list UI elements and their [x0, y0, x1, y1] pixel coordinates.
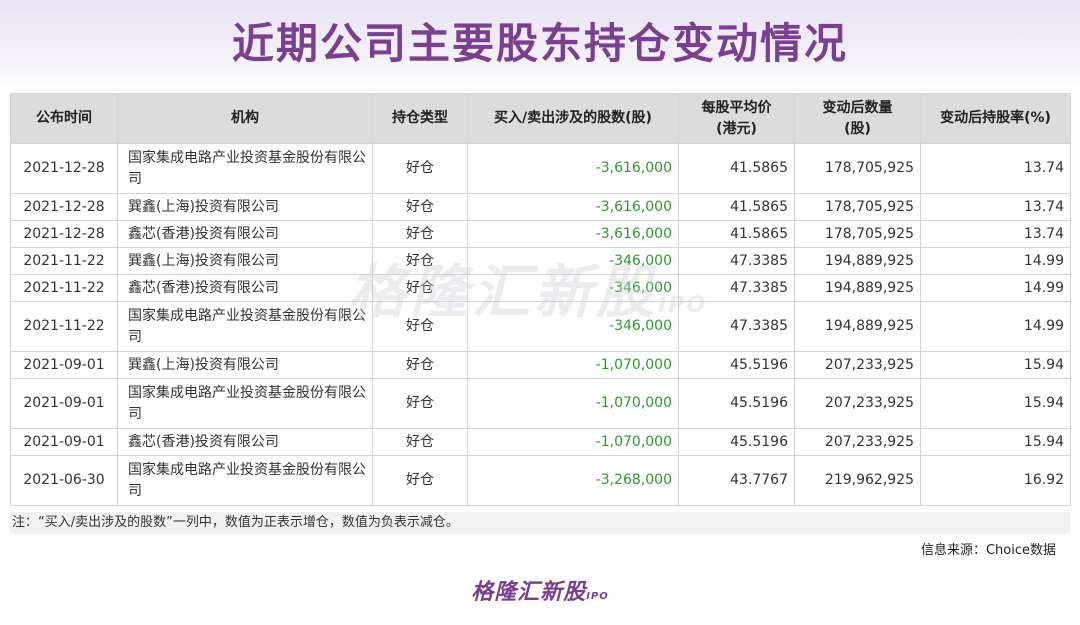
table-row: 2021-09-01 鑫芯(香港)投资有限公司 好仓 -1,070,000 45…: [10, 428, 1071, 456]
col-header-org: 机构: [117, 93, 373, 144]
table-row: 2021-09-01 巽鑫(上海)投资有限公司 好仓 -1,070,000 45…: [10, 351, 1071, 379]
cell-org: 国家集成电路产业投资基金股份有限公司: [117, 143, 373, 194]
cell-type: 好仓: [372, 274, 468, 302]
table-row: 2021-12-28 巽鑫(上海)投资有限公司 好仓 -3,616,000 41…: [10, 193, 1071, 221]
cell-pct: 15.94: [920, 351, 1071, 379]
cell-type: 好仓: [372, 220, 468, 248]
cell-pct: 13.74: [920, 193, 1071, 221]
cell-date: 2021-12-28: [10, 220, 118, 248]
col-header-date: 公布时间: [10, 93, 118, 144]
col-header-type: 持仓类型: [372, 93, 468, 144]
cell-pct: 14.99: [920, 247, 1071, 275]
cell-type: 好仓: [372, 143, 468, 194]
cell-price: 41.5865: [678, 143, 795, 194]
brand-logo: 格隆汇新股IPO: [0, 578, 1080, 612]
cell-org: 巽鑫(上海)投资有限公司: [117, 193, 373, 221]
holdings-table: 公布时间 机构 持仓类型 买入/卖出涉及的股数(股) 每股平均价 (港元) 变动…: [10, 93, 1071, 506]
cell-org: 国家集成电路产业投资基金股份有限公司: [117, 455, 373, 506]
cell-pct: 13.74: [920, 143, 1071, 194]
cell-qty: 194,889,925: [794, 274, 921, 302]
cell-date: 2021-09-01: [10, 351, 118, 379]
cell-qty: 207,233,925: [794, 428, 921, 456]
cell-org: 鑫芯(香港)投资有限公司: [117, 274, 373, 302]
cell-pct: 14.99: [920, 301, 1071, 352]
source-credit: 信息来源：Choice数据: [920, 543, 1056, 558]
logo-suffix: IPO: [586, 591, 609, 602]
cell-shares: -1,070,000: [467, 428, 679, 456]
cell-pct: 15.94: [920, 378, 1071, 429]
table-row: 2021-11-22 鑫芯(香港)投资有限公司 好仓 -346,000 47.3…: [10, 274, 1071, 302]
cell-price: 47.3385: [678, 274, 795, 302]
cell-shares: -3,616,000: [467, 193, 679, 221]
cell-shares: -1,070,000: [467, 378, 679, 429]
col-header-pct: 变动后持股率(%): [920, 93, 1071, 144]
cell-shares: -3,616,000: [467, 220, 679, 248]
cell-org: 鑫芯(香港)投资有限公司: [117, 220, 373, 248]
cell-org: 国家集成电路产业投资基金股份有限公司: [117, 378, 373, 429]
cell-qty: 207,233,925: [794, 378, 921, 429]
col-header-price: 每股平均价 (港元): [678, 93, 795, 144]
cell-date: 2021-11-22: [10, 274, 118, 302]
cell-type: 好仓: [372, 455, 468, 506]
cell-org: 国家集成电路产业投资基金股份有限公司: [117, 301, 373, 352]
cell-shares: -3,268,000: [467, 455, 679, 506]
header-band: [0, 0, 1080, 90]
cell-date: 2021-12-28: [10, 193, 118, 221]
page-title: 近期公司主要股东持仓变动情况: [231, 19, 848, 68]
cell-pct: 15.94: [920, 428, 1071, 456]
cell-shares: -3,616,000: [467, 143, 679, 194]
cell-type: 好仓: [372, 351, 468, 379]
logo-text: 格隆汇新股: [471, 580, 587, 605]
cell-date: 2021-11-22: [10, 301, 118, 352]
table-row: 2021-09-01 国家集成电路产业投资基金股份有限公司 好仓 -1,070,…: [10, 378, 1071, 429]
cell-price: 41.5865: [678, 220, 795, 248]
cell-price: 47.3385: [678, 301, 795, 352]
cell-qty: 207,233,925: [794, 351, 921, 379]
table-row: 2021-12-28 鑫芯(香港)投资有限公司 好仓 -3,616,000 41…: [10, 220, 1071, 248]
cell-shares: -346,000: [467, 247, 679, 275]
cell-type: 好仓: [372, 193, 468, 221]
cell-price: 43.7767: [678, 455, 795, 506]
cell-price: 45.5196: [678, 428, 795, 456]
table-row: 2021-06-30 国家集成电路产业投资基金股份有限公司 好仓 -3,268,…: [10, 455, 1071, 506]
cell-date: 2021-12-28: [10, 143, 118, 194]
col-header-qty: 变动后数量 (股): [794, 93, 921, 144]
cell-date: 2021-11-22: [10, 247, 118, 275]
cell-type: 好仓: [372, 428, 468, 456]
cell-price: 45.5196: [678, 351, 795, 379]
cell-qty: 194,889,925: [794, 301, 921, 352]
cell-qty: 194,889,925: [794, 247, 921, 275]
cell-qty: 178,705,925: [794, 193, 921, 221]
cell-pct: 14.99: [920, 274, 1071, 302]
cell-qty: 219,962,925: [794, 455, 921, 506]
cell-shares: -1,070,000: [467, 351, 679, 379]
table-row: 2021-11-22 国家集成电路产业投资基金股份有限公司 好仓 -346,00…: [10, 301, 1071, 352]
cell-org: 巽鑫(上海)投资有限公司: [117, 351, 373, 379]
cell-org: 巽鑫(上海)投资有限公司: [117, 247, 373, 275]
table-header-row: 公布时间 机构 持仓类型 买入/卖出涉及的股数(股) 每股平均价 (港元) 变动…: [10, 93, 1071, 144]
cell-date: 2021-09-01: [10, 428, 118, 456]
cell-shares: -346,000: [467, 301, 679, 352]
cell-shares: -346,000: [467, 274, 679, 302]
table-row: 2021-12-28 国家集成电路产业投资基金股份有限公司 好仓 -3,616,…: [10, 143, 1071, 194]
cell-qty: 178,705,925: [794, 220, 921, 248]
cell-date: 2021-09-01: [10, 378, 118, 429]
table-row: 2021-11-22 巽鑫(上海)投资有限公司 好仓 -346,000 47.3…: [10, 247, 1071, 275]
cell-pct: 13.74: [920, 220, 1071, 248]
holdings-table-wrap: 公布时间 机构 持仓类型 买入/卖出涉及的股数(股) 每股平均价 (港元) 变动…: [10, 93, 1071, 506]
cell-type: 好仓: [372, 378, 468, 429]
cell-pct: 16.92: [920, 455, 1071, 506]
footnote: 注：“买入/卖出涉及的股数”一列中，数值为正表示增仓，数值为负表示减仓。: [10, 512, 1070, 534]
cell-price: 47.3385: [678, 247, 795, 275]
cell-date: 2021-06-30: [10, 455, 118, 506]
cell-price: 45.5196: [678, 378, 795, 429]
cell-type: 好仓: [372, 301, 468, 352]
cell-price: 41.5865: [678, 193, 795, 221]
cell-org: 鑫芯(香港)投资有限公司: [117, 428, 373, 456]
cell-qty: 178,705,925: [794, 143, 921, 194]
cell-type: 好仓: [372, 247, 468, 275]
col-header-shares: 买入/卖出涉及的股数(股): [467, 93, 679, 144]
